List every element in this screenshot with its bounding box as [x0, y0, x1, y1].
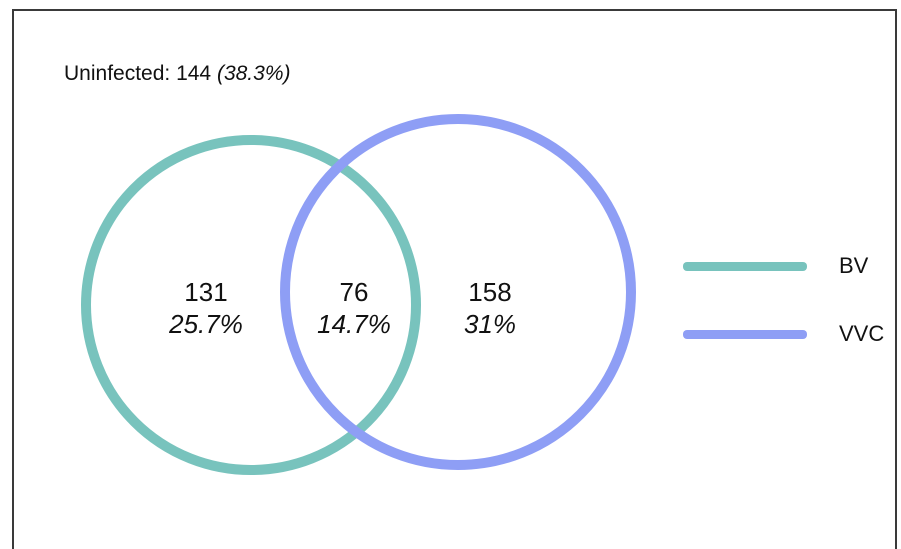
uninfected-label: Uninfected: 144 (38.3%) — [64, 62, 290, 86]
region-bv-only: 131 25.7% — [136, 276, 276, 340]
legend-swatch-bv — [683, 261, 807, 271]
region-intersection: 76 14.7% — [284, 276, 424, 340]
bv-only-percent: 25.7% — [169, 309, 243, 339]
legend-item-vvc: VVC — [683, 319, 884, 349]
intersection-percent: 14.7% — [317, 309, 391, 339]
bv-circle — [81, 135, 421, 475]
uninfected-percent: (38.3%) — [216, 62, 291, 85]
intersection-count: 76 — [339, 277, 369, 307]
legend-item-bv: BV — [683, 251, 868, 281]
vvc-circle — [280, 114, 636, 470]
legend-label-bv: BV — [839, 253, 869, 278]
uninfected-count: Uninfected: 144 — [64, 62, 212, 85]
vvc-only-count: 158 — [468, 277, 512, 307]
legend-swatch-vvc — [683, 329, 807, 339]
legend-label-vvc: VVC — [839, 321, 885, 346]
vvc-only-percent: 31% — [463, 309, 517, 339]
bv-only-count: 131 — [184, 277, 228, 307]
region-vvc-only: 158 31% — [420, 276, 560, 340]
diagram-frame — [12, 9, 897, 549]
